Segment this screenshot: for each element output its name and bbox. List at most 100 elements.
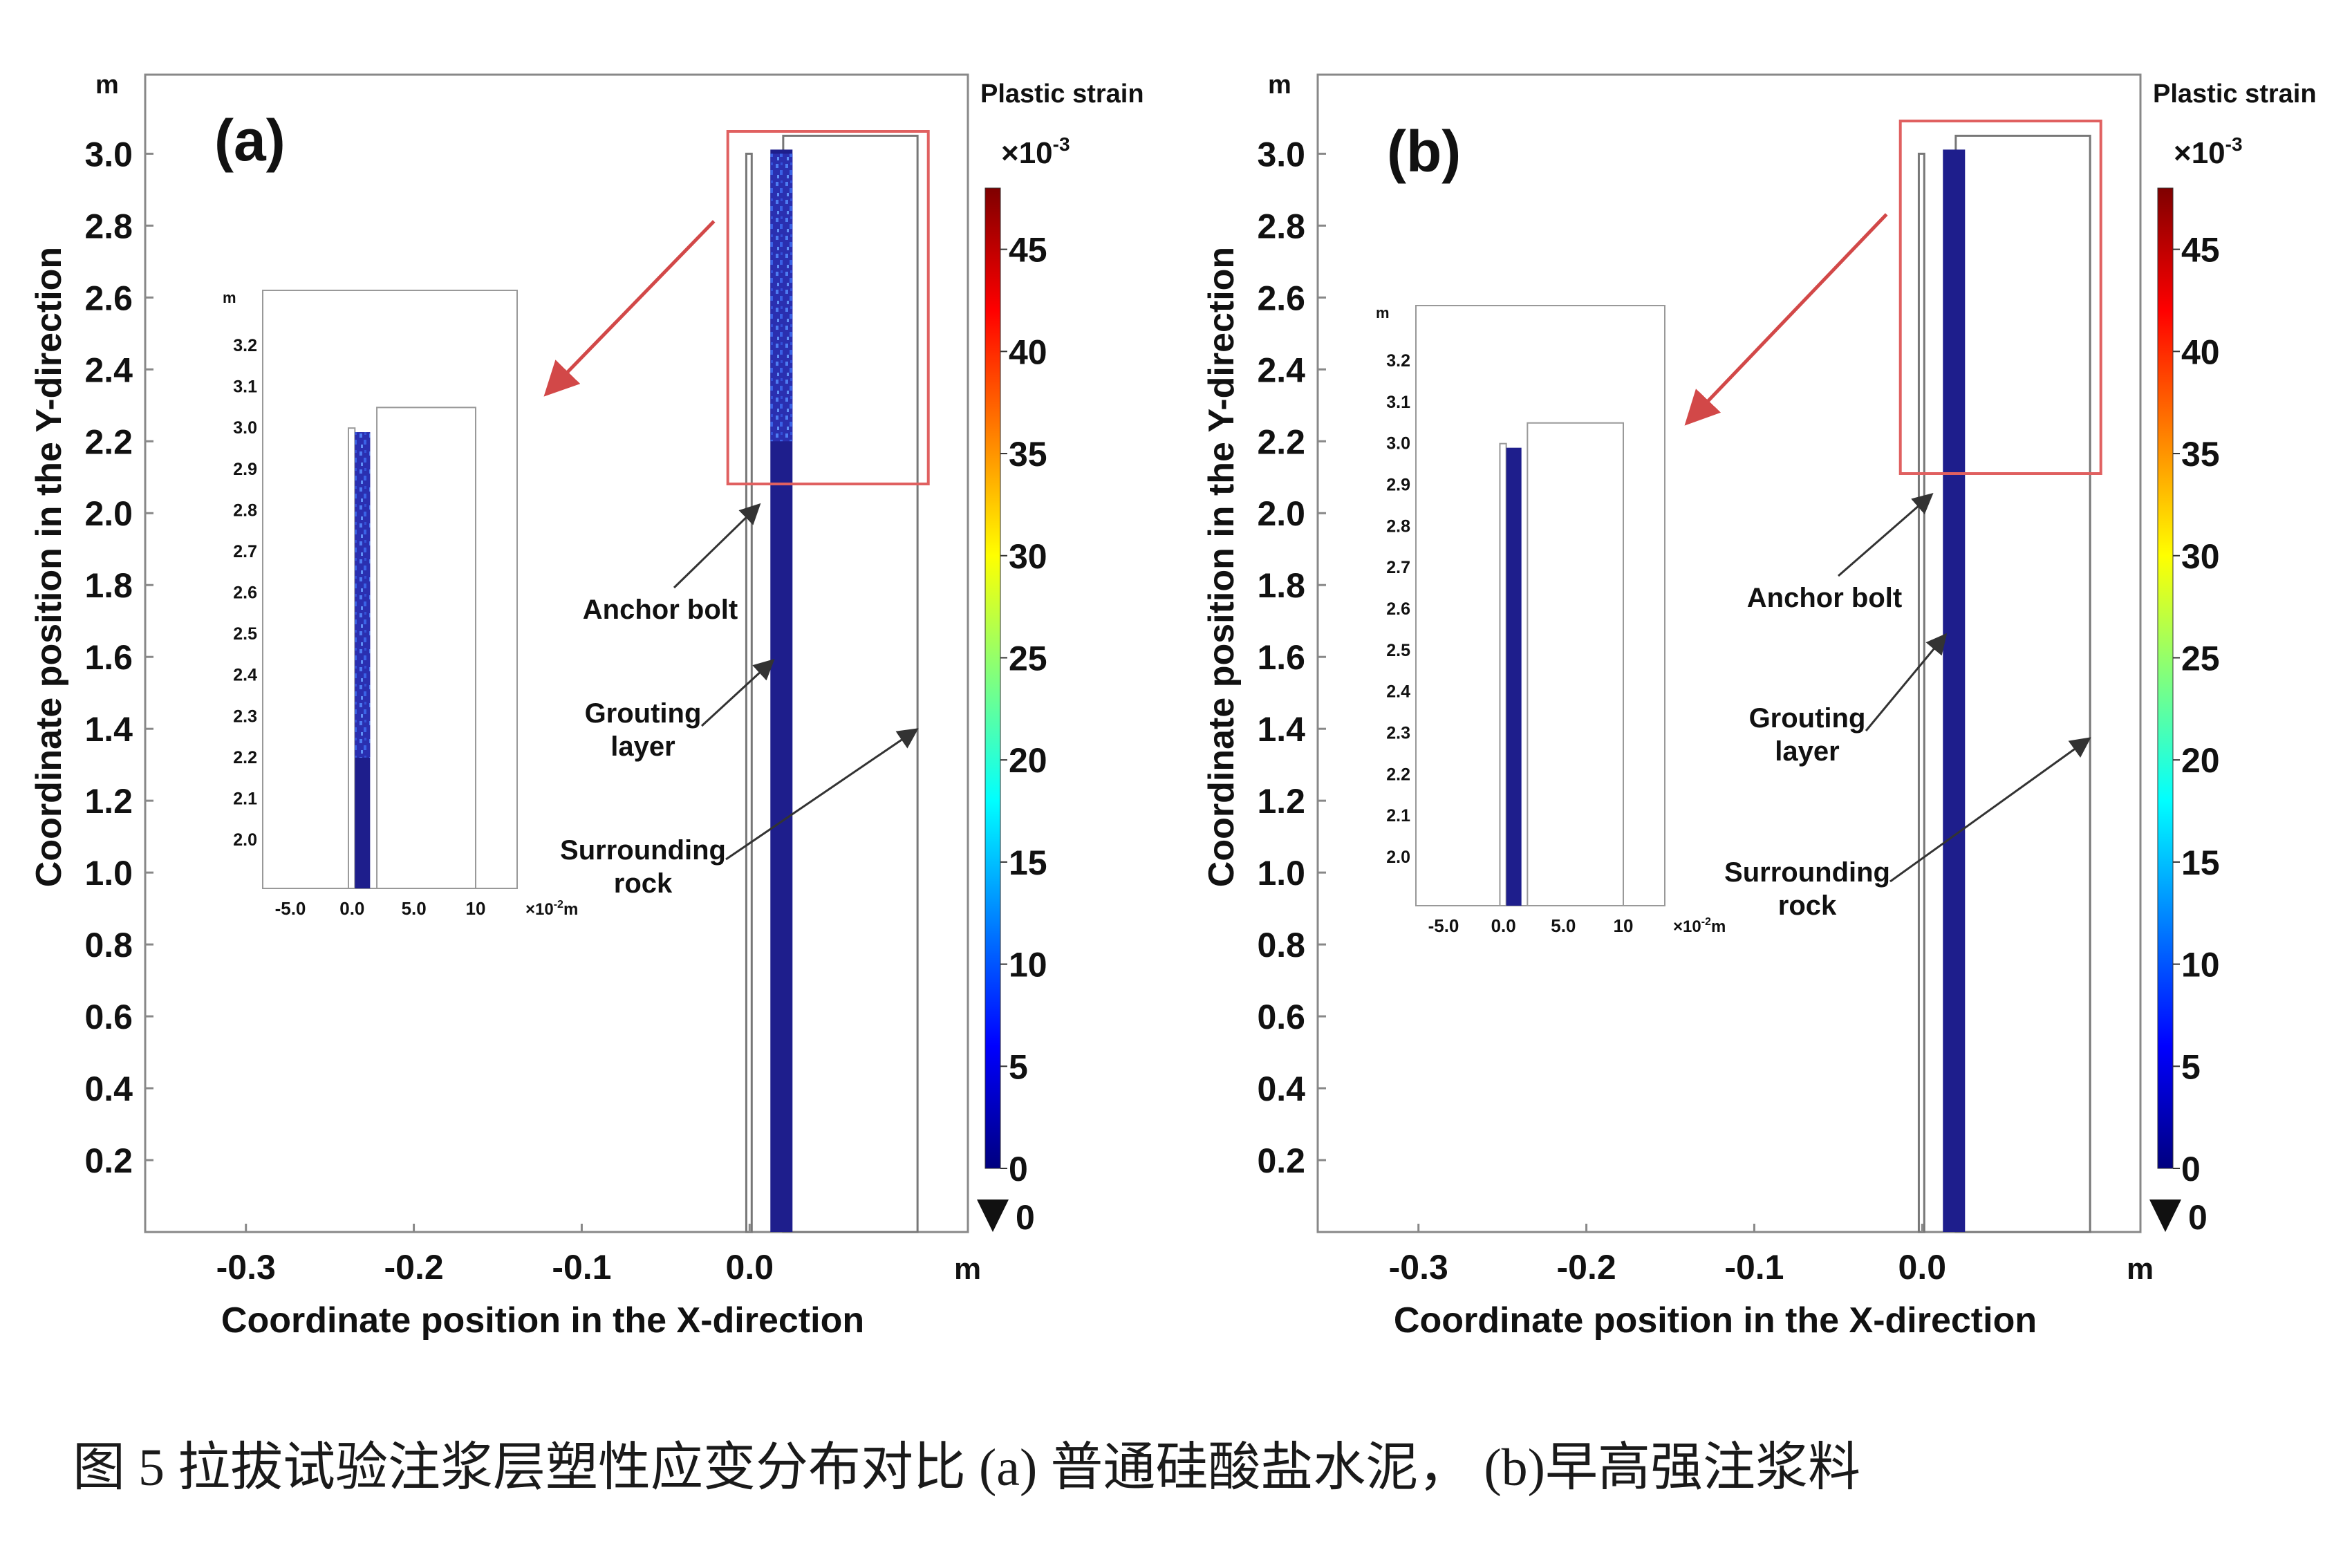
colorbar-multiplier: ×10-3 bbox=[2174, 133, 2243, 170]
annotation-anchor-bolt-arrow bbox=[673, 503, 761, 589]
inset-grout-outline bbox=[347, 427, 356, 889]
y-unit-label: m bbox=[95, 71, 119, 100]
inset-rock-outline bbox=[1527, 422, 1624, 906]
colorbar-tick-label: 10 bbox=[2181, 946, 2220, 984]
surrounding-rock-outline bbox=[1954, 134, 2091, 1233]
colorbar-tick-label: 20 bbox=[2181, 741, 2220, 780]
zoom-region-box bbox=[1898, 120, 2102, 475]
y-tick-label: 1.6 bbox=[1257, 638, 1305, 677]
colorbar-tick-label: 35 bbox=[2181, 435, 2220, 474]
inset-grout-outline bbox=[1499, 442, 1507, 906]
colorbar-tick-label: 40 bbox=[1009, 333, 1047, 371]
y-axis-title: Coordinate position in the Y-direction bbox=[1202, 247, 1242, 887]
panel-a: -0.3 -0.2 -0.1 0.0 0.2 0.4 0.6 0.8 1.0 1.2 1.4 1.6 1… bbox=[29, 71, 1144, 1341]
figure-caption: 图 5 拉拔试验注浆层塑性应变分布对比 (a) 普通硅酸盐水泥， (b)早高强注… bbox=[73, 1439, 1860, 1497]
inset-x-unit-exponent: -2 bbox=[554, 899, 563, 911]
y-tick-label: 0.2 bbox=[1257, 1141, 1305, 1180]
inset-x-tick-label: -5.0 bbox=[1428, 915, 1459, 936]
y-tick-label: 0.4 bbox=[84, 1070, 133, 1108]
inset-y-tick-label: 2.3 bbox=[1386, 724, 1410, 743]
colorbar-min-marker-label: 0 bbox=[2188, 1198, 2208, 1237]
zoom-arrow bbox=[1684, 213, 1888, 426]
grouting-layer-outline bbox=[1917, 152, 1925, 1233]
anchor-bolt-strain-field bbox=[1943, 149, 1966, 1232]
colorbar-title: Plastic strain bbox=[980, 80, 1144, 109]
inset-y-tick-label: 2.3 bbox=[233, 707, 257, 726]
x-tick-label: -0.1 bbox=[1724, 1248, 1784, 1287]
colorbar-tick-label: 45 bbox=[1009, 231, 1047, 270]
inset-y-unit: m bbox=[223, 289, 236, 306]
annotation-rock-label-line1: Surrounding bbox=[1724, 857, 1890, 888]
inset-y-tick-label: 2.1 bbox=[1386, 806, 1410, 825]
y-tick-label: 0.8 bbox=[1257, 926, 1305, 964]
x-tick-label: -0.3 bbox=[216, 1248, 276, 1287]
y-tick-label: 3.0 bbox=[1257, 135, 1305, 174]
inset-x-unit-exponent: -2 bbox=[1701, 916, 1711, 928]
inset-y-tick-label: 3.1 bbox=[1386, 393, 1410, 412]
inset-y-tick-label: 2.7 bbox=[1386, 558, 1410, 577]
inset-bolt-strain bbox=[1506, 447, 1522, 906]
colorbar-min-marker-label: 0 bbox=[1016, 1198, 1035, 1237]
inset-x-tick-label: -5.0 bbox=[275, 898, 306, 919]
zoom-arrow bbox=[543, 220, 716, 397]
x-tick-label: 0.0 bbox=[1898, 1248, 1947, 1287]
inset-y-tick-label: 2.0 bbox=[1386, 848, 1410, 867]
colorbar-tick-label: 15 bbox=[1009, 843, 1047, 882]
colorbar-tick-label: 20 bbox=[1009, 741, 1047, 780]
x-tick-label: -0.1 bbox=[552, 1248, 611, 1287]
colorbar-tick-label: 10 bbox=[1009, 946, 1047, 984]
panel-b: -0.3 -0.2 -0.1 0.0 0.2 0.4 0.6 0.8 1.0 1.2 1.4 1.6 1… bbox=[1202, 71, 2317, 1341]
grouting-layer-outline bbox=[745, 152, 753, 1233]
annotation-grouting-label-line2: layer bbox=[610, 731, 675, 762]
inset-y-tick-label: 3.0 bbox=[1386, 434, 1410, 454]
annotation-anchor-bolt-arrow bbox=[1838, 493, 1934, 577]
inset-y-tick-label: 2.5 bbox=[1386, 641, 1410, 660]
y-tick-label: 1.6 bbox=[84, 638, 133, 677]
panel-label: (a) bbox=[214, 108, 286, 173]
surrounding-rock-outline bbox=[782, 134, 919, 1233]
zoom-region-box bbox=[726, 130, 930, 485]
inset-y-tick-label: 2.6 bbox=[1386, 599, 1410, 619]
inset-y-tick-label: 3.2 bbox=[1386, 351, 1410, 371]
inset-y-tick-label: 3.1 bbox=[233, 377, 257, 397]
inset-frame bbox=[1415, 305, 1665, 906]
inset-x-unit-suffix: m bbox=[1711, 917, 1726, 936]
y-tick-label: 0.6 bbox=[1257, 998, 1305, 1036]
annotation-rock-label-line2: rock bbox=[1778, 890, 1837, 921]
x-tick-label: -0.2 bbox=[384, 1248, 443, 1287]
y-tick-label: 1.0 bbox=[84, 854, 133, 893]
y-tick-label: 1.8 bbox=[1257, 566, 1305, 605]
colorbar-min-marker-triangle bbox=[2149, 1200, 2181, 1232]
y-tick-label: 1.8 bbox=[84, 566, 133, 605]
y-tick-label: 2.4 bbox=[84, 351, 133, 389]
y-tick-label: 3.0 bbox=[84, 135, 133, 174]
y-tick-label: 2.2 bbox=[1257, 422, 1305, 461]
colorbar-multiplier-exponent: -3 bbox=[2225, 133, 2243, 155]
colorbar-multiplier: ×10-3 bbox=[1001, 133, 1070, 170]
inset-frame bbox=[262, 290, 518, 889]
y-tick-label: 2.8 bbox=[1257, 207, 1305, 245]
colorbar-tick-label: 0 bbox=[2181, 1150, 2201, 1188]
inset-y-tick-label: 2.0 bbox=[233, 830, 257, 850]
y-tick-label: 0.4 bbox=[1257, 1070, 1305, 1108]
colorbar-tick-label: 5 bbox=[2181, 1047, 2201, 1086]
y-tick-label: 1.2 bbox=[1257, 782, 1305, 821]
inset-y-tick-label: 2.2 bbox=[1386, 765, 1410, 784]
colorbar-tick-label: 40 bbox=[2181, 333, 2220, 371]
inset-x-tick-label: 0.0 bbox=[339, 898, 364, 919]
panel-label: (b) bbox=[1387, 119, 1461, 184]
plot-frame bbox=[1316, 73, 2142, 1233]
y-tick-label: 1.0 bbox=[1257, 854, 1305, 893]
y-tick-label: 1.2 bbox=[84, 782, 133, 821]
annotation-grouting-label-line2: layer bbox=[1775, 736, 1839, 767]
inset-y-tick-label: 2.4 bbox=[233, 666, 257, 685]
inset-high-strain-band bbox=[355, 432, 371, 758]
y-tick-label: 0.8 bbox=[84, 926, 133, 964]
y-tick-label: 2.2 bbox=[84, 422, 133, 461]
annotation-grouting-arrow bbox=[1865, 633, 1948, 731]
inset-y-unit: m bbox=[1376, 304, 1390, 321]
inset-y-tick-label: 2.9 bbox=[1386, 476, 1410, 495]
annotation-rock-arrow bbox=[725, 728, 919, 861]
inset-x-tick-label: 5.0 bbox=[402, 898, 427, 919]
colorbar-title: Plastic strain bbox=[2153, 80, 2317, 109]
